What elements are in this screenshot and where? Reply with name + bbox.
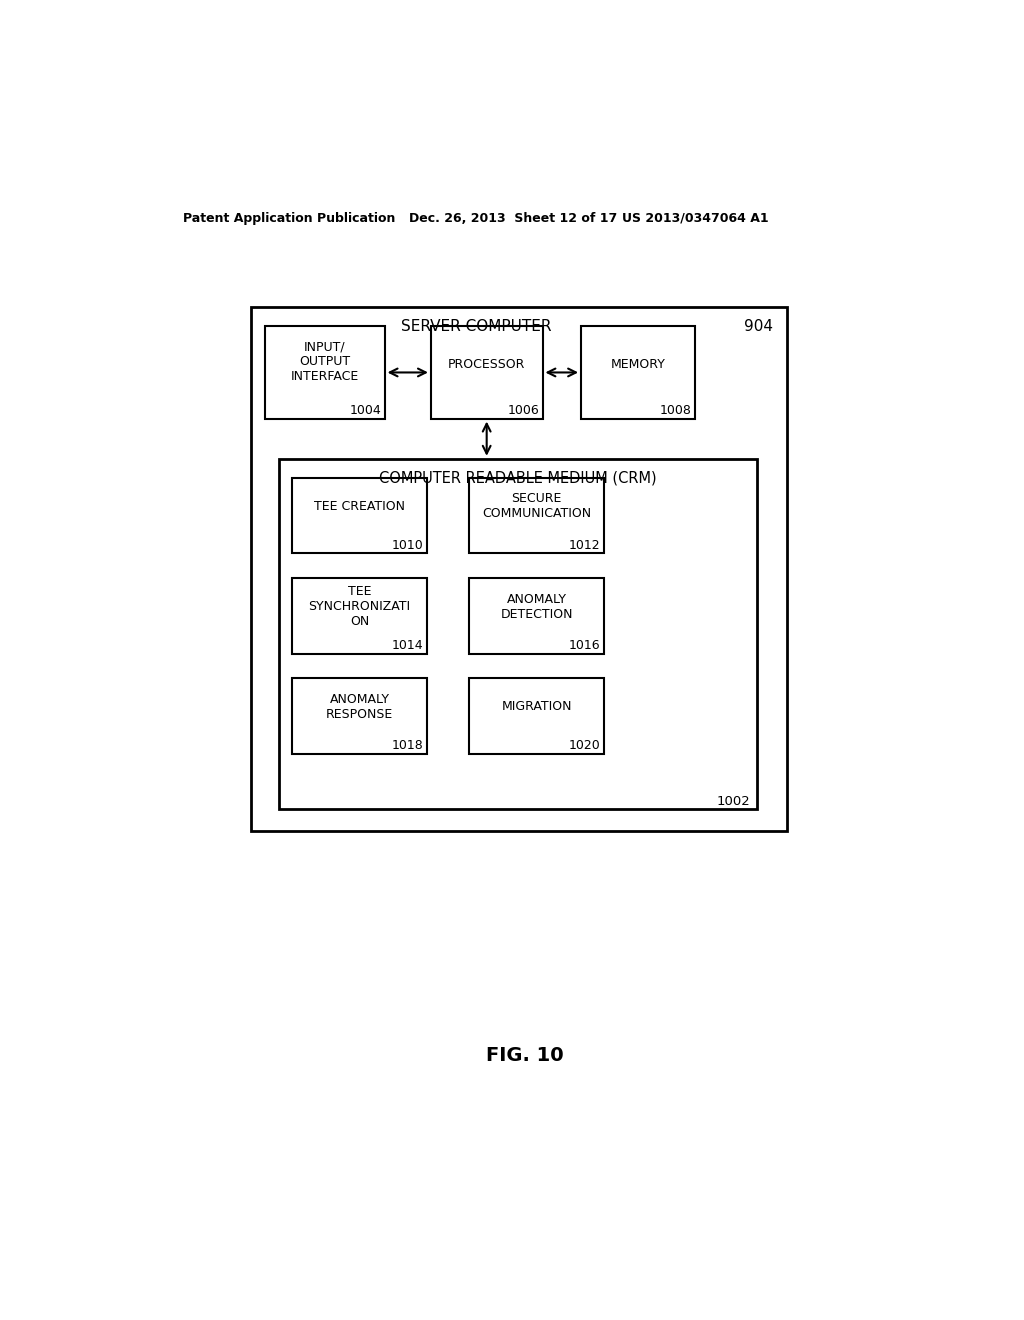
Text: INPUT/
OUTPUT
INTERFACE: INPUT/ OUTPUT INTERFACE bbox=[291, 341, 359, 383]
Text: 1016: 1016 bbox=[568, 639, 600, 652]
Text: MIGRATION: MIGRATION bbox=[502, 700, 572, 713]
Bar bbox=[252, 308, 786, 830]
Text: 1002: 1002 bbox=[717, 795, 751, 808]
Text: 1010: 1010 bbox=[391, 539, 423, 552]
Text: 1014: 1014 bbox=[391, 639, 423, 652]
Text: 1012: 1012 bbox=[568, 539, 600, 552]
Bar bbox=[292, 578, 427, 653]
Text: Patent Application Publication: Patent Application Publication bbox=[183, 213, 395, 224]
Text: 1004: 1004 bbox=[350, 404, 382, 417]
Bar bbox=[280, 459, 757, 809]
Text: Dec. 26, 2013  Sheet 12 of 17: Dec. 26, 2013 Sheet 12 of 17 bbox=[410, 213, 617, 224]
Bar bbox=[292, 478, 427, 553]
Text: COMPUTER READABLE MEDIUM (CRM): COMPUTER READABLE MEDIUM (CRM) bbox=[379, 470, 656, 486]
Bar bbox=[292, 678, 427, 754]
Text: FIG. 10: FIG. 10 bbox=[486, 1045, 563, 1065]
Text: 1020: 1020 bbox=[568, 739, 600, 752]
Bar bbox=[469, 678, 604, 754]
Text: SERVER COMPUTER: SERVER COMPUTER bbox=[401, 318, 552, 334]
Text: 1006: 1006 bbox=[508, 404, 540, 417]
Text: PROCESSOR: PROCESSOR bbox=[447, 358, 525, 371]
Text: TEE CREATION: TEE CREATION bbox=[314, 500, 406, 513]
Text: TEE
SYNCHRONIZATI
ON: TEE SYNCHRONIZATI ON bbox=[308, 585, 411, 628]
Text: ANOMALY
DETECTION: ANOMALY DETECTION bbox=[501, 593, 573, 620]
Text: 1008: 1008 bbox=[660, 404, 692, 417]
Bar bbox=[469, 578, 604, 653]
Bar bbox=[265, 326, 385, 418]
Text: MEMORY: MEMORY bbox=[610, 358, 666, 371]
Text: 1018: 1018 bbox=[391, 739, 423, 752]
Text: US 2013/0347064 A1: US 2013/0347064 A1 bbox=[622, 213, 768, 224]
Bar bbox=[581, 326, 695, 418]
Text: ANOMALY
RESPONSE: ANOMALY RESPONSE bbox=[326, 693, 393, 721]
Text: SECURE
COMMUNICATION: SECURE COMMUNICATION bbox=[482, 492, 591, 520]
Bar bbox=[431, 326, 543, 418]
Bar bbox=[469, 478, 604, 553]
Text: 904: 904 bbox=[743, 318, 773, 334]
